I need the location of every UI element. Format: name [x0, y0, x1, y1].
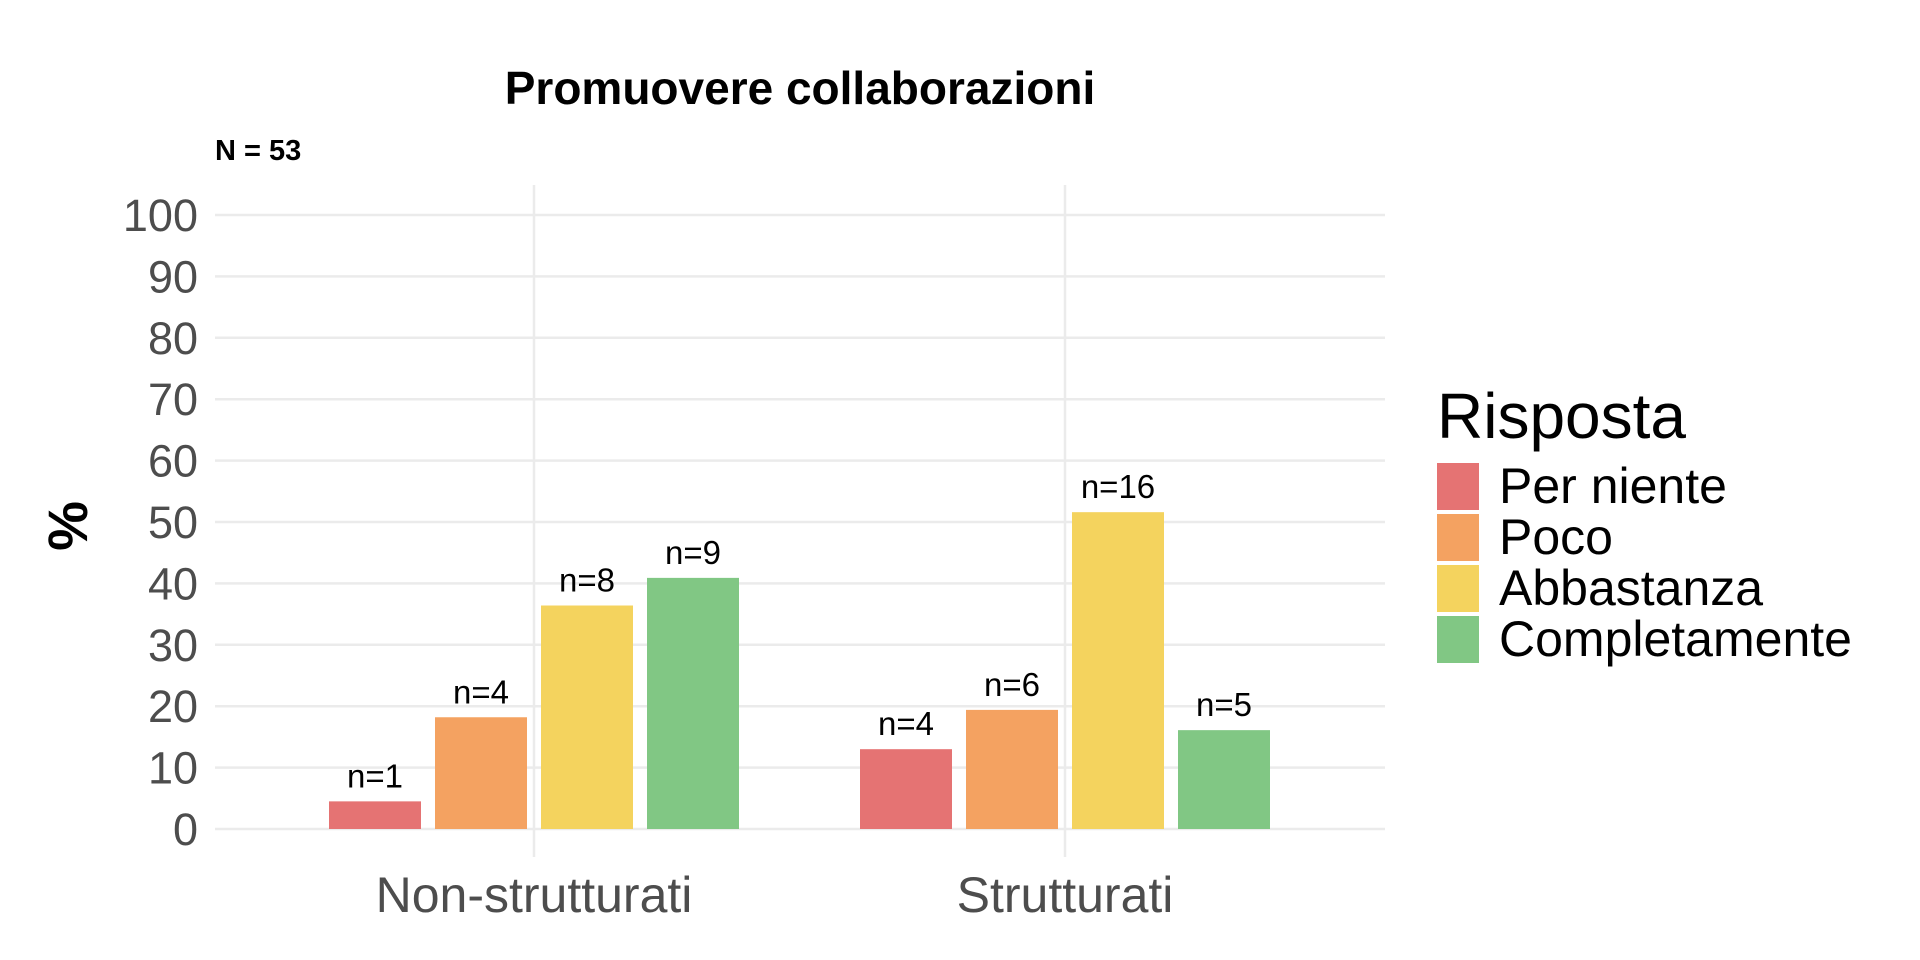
bar: [1072, 512, 1164, 829]
chart-subtitle: N = 53: [215, 135, 301, 167]
y-tick-label: 80: [148, 313, 198, 364]
bar-data-label: n=4: [453, 673, 509, 710]
bar-data-label: n=16: [1081, 468, 1155, 505]
y-tick-label: 70: [148, 374, 198, 425]
bar-data-label: n=6: [984, 666, 1040, 703]
legend-swatch: [1437, 565, 1479, 612]
y-tick-label: 60: [148, 436, 198, 487]
bars: [329, 512, 1270, 829]
y-tick-label: 50: [148, 497, 198, 548]
bar-data-label: n=1: [347, 757, 403, 794]
bar: [860, 749, 952, 829]
y-tick-label: 10: [148, 743, 198, 794]
grid: [215, 185, 1385, 857]
legend-swatch: [1437, 463, 1479, 510]
bar-data-label: n=5: [1196, 686, 1252, 723]
y-tick-label: 30: [148, 620, 198, 671]
bar-data-label: n=9: [665, 534, 721, 571]
legend-label: Abbastanza: [1499, 560, 1763, 616]
y-axis-label: %: [36, 501, 99, 551]
bar: [647, 577, 739, 829]
y-tick-label: 0: [173, 804, 198, 855]
bar-data-label: n=4: [878, 705, 934, 742]
legend-swatch: [1437, 616, 1479, 663]
y-tick-label: 20: [148, 681, 198, 732]
bar: [966, 709, 1058, 829]
bar-data-label: n=8: [559, 562, 615, 599]
y-tick-label: 40: [148, 558, 198, 609]
chart-title: Promuovere collaborazioni: [505, 62, 1095, 114]
bar: [1178, 730, 1270, 829]
axes: 0 10 20 30 40 50 60 70 80 90 100 Non-strutturati Str…: [123, 190, 1173, 923]
x-tick-label: Strutturati: [957, 867, 1174, 923]
y-tick-label: 90: [148, 251, 198, 302]
y-tick-label: 100: [123, 190, 198, 241]
legend: Risposta Per nientePocoAbbastanzaComplet…: [1437, 380, 1852, 667]
legend-title: Risposta: [1437, 380, 1686, 452]
data-labels: n=1 n=4 n=4 n=6 n=8 n=16 n=9 n=5: [347, 468, 1252, 794]
bar: [541, 605, 633, 829]
bar: [329, 801, 421, 829]
x-tick-label: Non-strutturati: [376, 867, 693, 923]
bar: [435, 717, 527, 829]
legend-label: Per niente: [1499, 458, 1727, 514]
legend-label: Completamente: [1499, 611, 1852, 667]
legend-swatch: [1437, 514, 1479, 561]
legend-label: Poco: [1499, 509, 1613, 565]
